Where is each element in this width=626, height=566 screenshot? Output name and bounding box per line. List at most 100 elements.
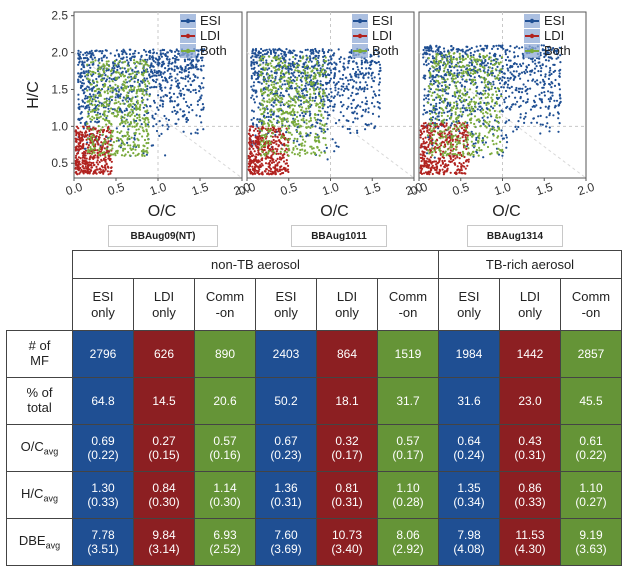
data-point xyxy=(77,98,79,100)
data-point xyxy=(340,111,342,113)
data-point xyxy=(366,88,368,90)
data-point xyxy=(271,84,273,86)
data-point xyxy=(456,87,458,89)
data-point xyxy=(156,130,158,132)
data-point xyxy=(304,153,306,155)
data-point xyxy=(143,81,145,83)
data-point xyxy=(294,138,296,140)
data-point xyxy=(422,142,424,144)
data-point xyxy=(444,160,446,162)
data-point xyxy=(364,110,366,112)
data-point xyxy=(160,96,162,98)
data-point xyxy=(274,135,276,137)
data-point xyxy=(111,147,113,149)
data-point xyxy=(296,140,298,142)
data-point xyxy=(114,102,116,104)
data-point xyxy=(197,77,199,79)
data-point xyxy=(89,67,91,69)
data-point xyxy=(557,131,559,133)
data-point xyxy=(451,113,453,115)
data-point xyxy=(535,104,537,106)
data-point xyxy=(273,102,275,104)
data-point xyxy=(342,74,344,76)
data-point xyxy=(261,83,263,85)
data-point xyxy=(264,145,266,147)
data-point xyxy=(523,71,525,73)
data-point xyxy=(440,164,442,166)
data-point xyxy=(265,64,267,66)
data-point xyxy=(163,115,165,117)
data-point xyxy=(507,84,509,86)
data-point xyxy=(319,91,321,93)
data-point xyxy=(462,49,464,51)
data-point xyxy=(427,161,429,163)
data-point xyxy=(327,114,329,116)
data-point xyxy=(347,120,349,122)
data-point xyxy=(304,149,306,151)
data-point xyxy=(464,86,466,88)
data-point xyxy=(98,88,100,90)
data-point xyxy=(318,149,320,151)
data-point xyxy=(276,168,278,170)
data-point xyxy=(286,102,288,104)
data-point xyxy=(423,140,425,142)
data-point xyxy=(195,64,197,66)
data-point xyxy=(318,55,320,57)
data-point xyxy=(287,125,289,127)
data-point xyxy=(516,70,518,72)
data-point xyxy=(479,45,481,47)
data-point xyxy=(127,128,129,130)
data-point xyxy=(101,165,103,167)
data-point xyxy=(150,76,152,78)
data-point xyxy=(107,140,109,142)
data-point xyxy=(489,52,491,54)
data-point xyxy=(458,130,460,132)
data-point xyxy=(108,80,110,82)
data-point xyxy=(559,88,561,90)
data-point xyxy=(484,60,486,62)
data-point xyxy=(83,126,85,128)
data-point xyxy=(468,159,470,161)
data-point xyxy=(258,70,260,72)
data-point xyxy=(108,60,110,62)
data-point xyxy=(283,112,285,114)
data-point xyxy=(342,126,344,128)
data-point xyxy=(169,88,171,90)
data-point xyxy=(538,61,540,63)
data-point xyxy=(142,88,144,90)
data-point xyxy=(261,99,263,101)
data-point xyxy=(250,97,252,99)
data-point xyxy=(319,119,321,121)
data-point xyxy=(259,81,261,83)
data-point xyxy=(313,92,315,94)
data-point xyxy=(136,95,138,97)
data-point xyxy=(252,134,254,136)
data-point xyxy=(142,127,144,129)
data-point xyxy=(285,167,287,169)
data-point xyxy=(141,93,143,95)
data-point xyxy=(99,50,101,52)
data-point xyxy=(339,61,341,63)
data-point xyxy=(140,56,142,58)
data-point xyxy=(286,66,288,68)
data-point xyxy=(463,129,465,131)
data-point xyxy=(354,117,356,119)
data-point xyxy=(152,144,154,146)
data-point xyxy=(191,64,193,66)
data-point xyxy=(149,52,151,54)
data-point xyxy=(256,62,258,64)
data-point xyxy=(432,122,434,124)
data-point xyxy=(137,79,139,81)
data-point xyxy=(315,96,317,98)
data-point xyxy=(149,66,151,68)
data-point xyxy=(300,100,302,102)
data-point xyxy=(86,60,88,62)
data-point xyxy=(290,76,292,78)
data-point xyxy=(122,49,124,51)
data-point xyxy=(256,56,258,58)
data-point xyxy=(342,115,344,117)
data-point xyxy=(299,155,301,157)
data-point xyxy=(116,127,118,129)
data-point xyxy=(361,115,363,117)
